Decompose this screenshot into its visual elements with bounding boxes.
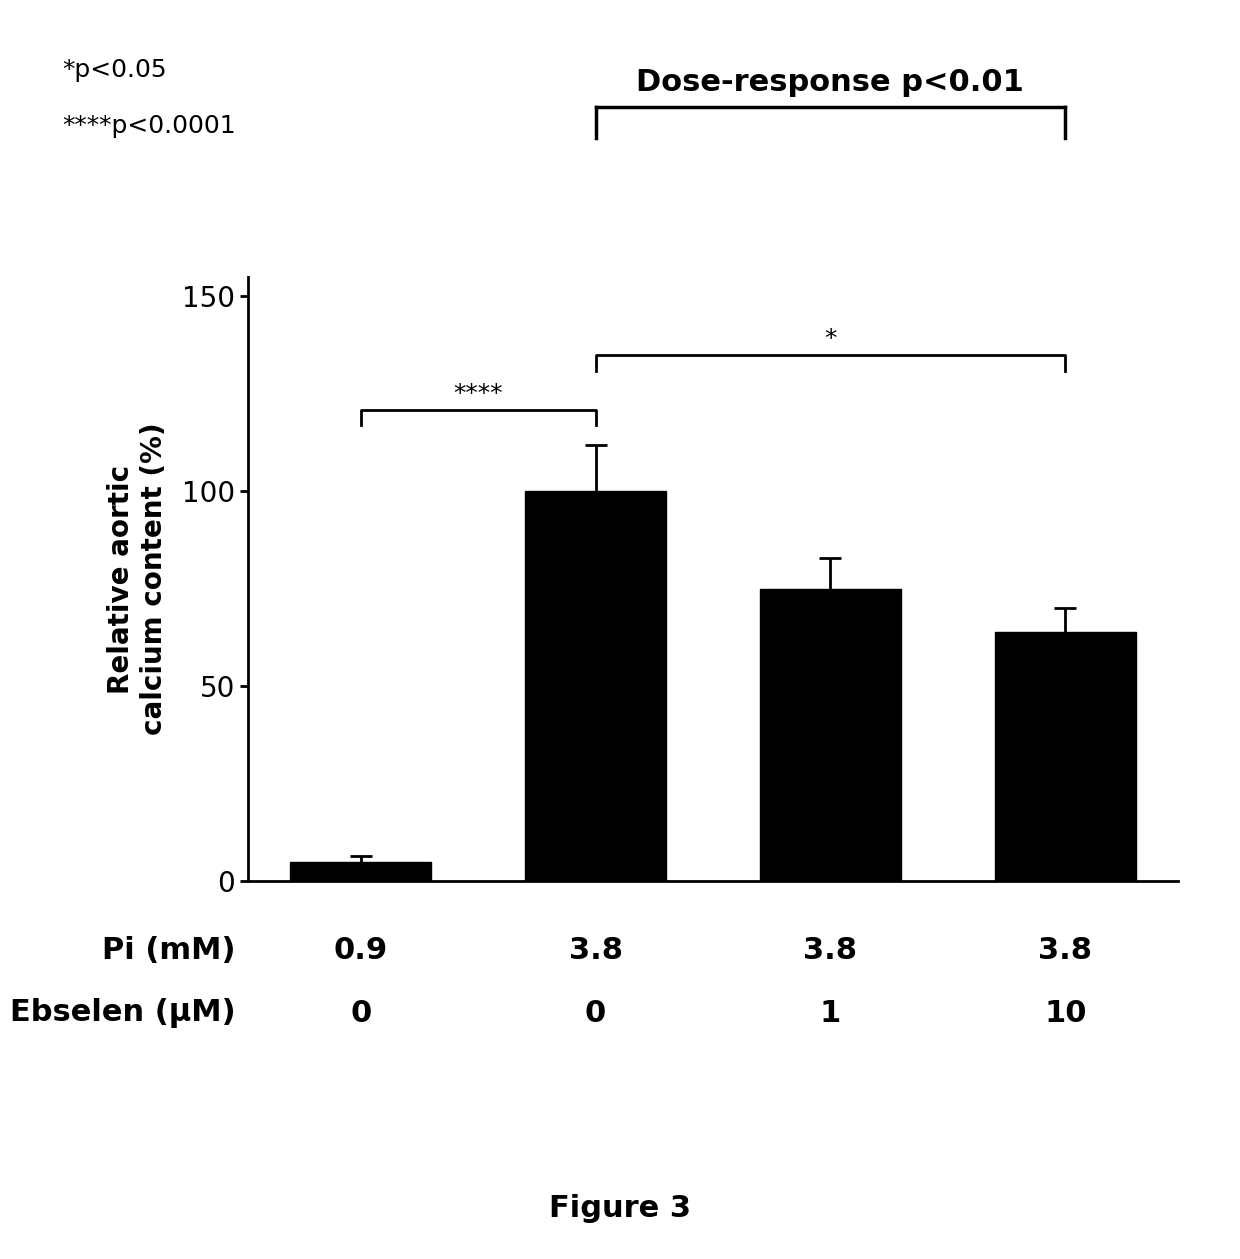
- Text: Pi (mM): Pi (mM): [102, 935, 236, 966]
- Text: 0: 0: [350, 998, 371, 1029]
- Text: Figure 3: Figure 3: [549, 1194, 691, 1224]
- Text: 0: 0: [585, 998, 606, 1029]
- Text: 3.8: 3.8: [1038, 935, 1092, 966]
- Text: 1: 1: [820, 998, 841, 1029]
- Text: *p<0.05: *p<0.05: [62, 58, 166, 82]
- Bar: [290, 862, 432, 881]
- Text: Dose-response p<0.01: Dose-response p<0.01: [636, 68, 1024, 97]
- Text: 0.9: 0.9: [334, 935, 388, 966]
- Text: *: *: [825, 327, 837, 351]
- Bar: [525, 491, 666, 881]
- Text: 10: 10: [1044, 998, 1086, 1029]
- Text: ****: ****: [454, 381, 503, 405]
- Text: 3.8: 3.8: [804, 935, 857, 966]
- Text: ****p<0.0001: ****p<0.0001: [62, 115, 236, 138]
- Text: Ebselen (μM): Ebselen (μM): [10, 998, 236, 1029]
- Bar: [760, 589, 901, 881]
- Bar: [994, 632, 1136, 881]
- Text: 3.8: 3.8: [569, 935, 622, 966]
- Y-axis label: Relative aortic
calcium content (%): Relative aortic calcium content (%): [108, 423, 167, 735]
